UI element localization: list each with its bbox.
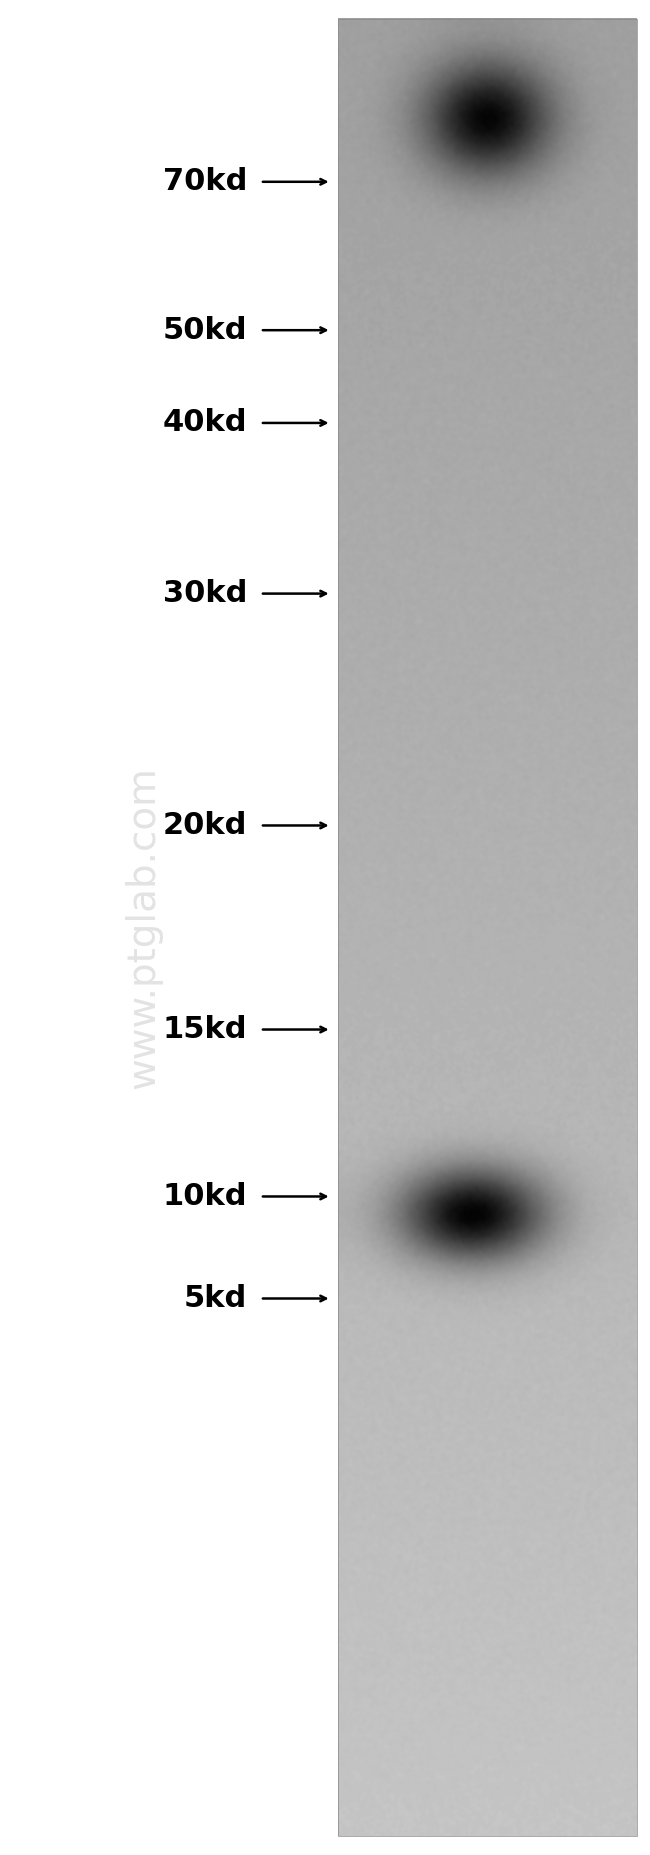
Bar: [338, 19, 637, 1836]
Text: 40kd: 40kd: [162, 408, 247, 438]
Text: 30kd: 30kd: [162, 579, 247, 608]
Text: 50kd: 50kd: [162, 315, 247, 345]
Text: 20kd: 20kd: [162, 811, 247, 840]
Text: www.ptglab.com: www.ptglab.com: [124, 766, 162, 1089]
Text: 15kd: 15kd: [162, 1015, 247, 1044]
Text: 5kd: 5kd: [184, 1284, 247, 1313]
Text: 10kd: 10kd: [162, 1182, 247, 1211]
Text: 70kd: 70kd: [162, 167, 247, 197]
